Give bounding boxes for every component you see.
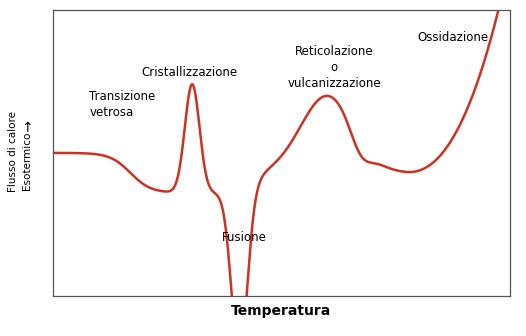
Text: Reticolazione
o
vulcanizzazione: Reticolazione o vulcanizzazione — [287, 45, 381, 90]
Text: ↑: ↑ — [22, 121, 33, 135]
Text: Cristallizzazione: Cristallizzazione — [142, 66, 238, 79]
Text: Transizione
vetrosa: Transizione vetrosa — [89, 90, 156, 119]
Text: Esotermico: Esotermico — [22, 132, 33, 191]
Text: Ossidazione: Ossidazione — [418, 31, 489, 44]
Text: Flusso di calore: Flusso di calore — [8, 111, 18, 192]
X-axis label: Temperatura: Temperatura — [231, 304, 331, 318]
Text: Fusione: Fusione — [222, 231, 267, 244]
